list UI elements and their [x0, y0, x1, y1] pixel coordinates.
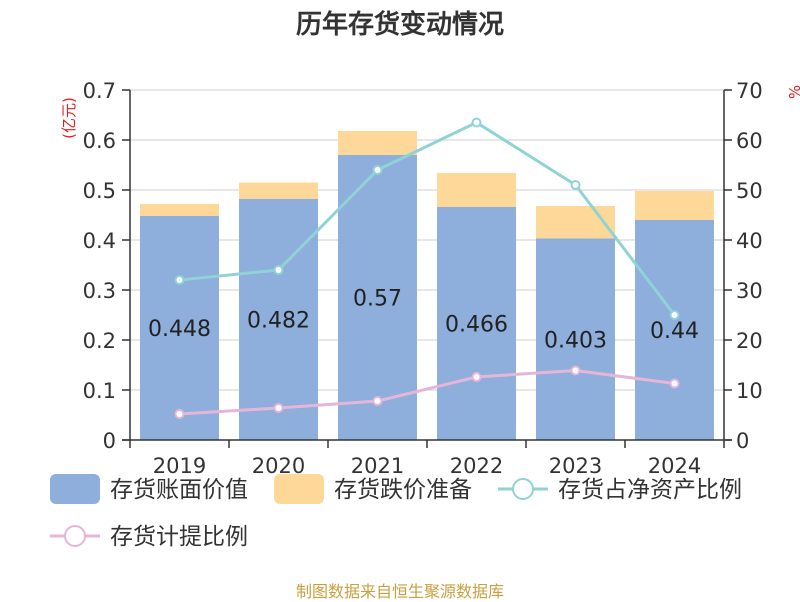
bar	[536, 206, 615, 239]
x-tick-label: 2021	[351, 454, 404, 478]
line-group	[174, 117, 680, 419]
bar	[140, 204, 219, 216]
bar	[140, 216, 219, 440]
bar	[635, 220, 714, 440]
y-left-tick-label: 0.1	[83, 379, 116, 403]
bar	[239, 199, 318, 440]
y-right-tick-label: 20	[736, 329, 763, 353]
legend-swatch	[274, 474, 324, 504]
x-tick-label: 2019	[153, 454, 206, 478]
bar-value-label: 0.466	[445, 313, 508, 338]
source-note: 制图数据来自恒生聚源数据库	[295, 582, 504, 601]
line-point	[471, 117, 482, 128]
bar-value-label: 0.482	[247, 309, 310, 334]
bar-value-label: 0.403	[544, 328, 607, 353]
y-right-tick-label: 30	[736, 279, 763, 303]
series-line	[179, 368, 675, 416]
chart-title: 历年存货变动情况	[295, 10, 504, 40]
bar	[338, 155, 417, 440]
line-point	[669, 378, 680, 389]
line-point	[273, 265, 284, 275]
x-tick-label: 2022	[450, 454, 503, 478]
legend-swatch	[50, 474, 100, 504]
legend-marker	[64, 525, 86, 547]
bar	[437, 207, 516, 440]
bar	[338, 131, 417, 155]
y-left-unit-label: (亿元)	[60, 97, 78, 139]
axes: 0 0.1 0.2 0.3 0.4 0.5 0.6 0.7 0 10 20 30 40 50 60 70 (亿元…	[60, 79, 800, 478]
bar-value-labels: 0.448 0.482 0.57 0.466 0.403 0.44	[148, 287, 699, 354]
bar	[437, 173, 516, 207]
legend-marker	[512, 478, 534, 500]
line-point	[174, 409, 185, 419]
y-left-tick-label: 0.6	[83, 129, 116, 153]
line-point	[174, 275, 185, 285]
y-left-tick-label: 0.5	[83, 179, 116, 203]
y-left-tick-label: 0.3	[83, 279, 116, 303]
bar-value-label: 0.448	[148, 317, 211, 342]
bar	[239, 182, 318, 199]
legend-label: 存货跌价准备	[334, 477, 472, 503]
line-point	[669, 310, 680, 320]
y-right-tick-label: 50	[736, 179, 763, 203]
x-tick-label: 2023	[549, 454, 602, 478]
y-left-tick-label: 0.7	[83, 79, 116, 103]
x-tick-label: 2024	[648, 454, 701, 478]
y-left-tick-label: 0.2	[83, 329, 116, 353]
grid-lines	[130, 89, 724, 391]
legend-label: 存货计提比例	[110, 524, 248, 550]
series-line	[179, 120, 676, 316]
y-right-tick-label: 60	[736, 129, 763, 153]
y-right-tick-label: 70	[736, 79, 763, 103]
bar-value-label: 0.57	[353, 287, 402, 312]
line-point	[570, 365, 581, 376]
legend-label: 存货占净资产比例	[558, 477, 742, 503]
y-right-tick-label: 10	[736, 379, 763, 403]
line-point	[273, 403, 284, 413]
line-point	[471, 372, 482, 382]
bar	[635, 191, 714, 220]
y-right-tick-label: 40	[736, 229, 763, 253]
line-point	[570, 180, 581, 190]
line-point	[372, 165, 383, 175]
y-right-tick-label: 0	[736, 429, 749, 453]
bar	[536, 238, 615, 440]
y-left-tick-label: 0	[103, 429, 116, 453]
bar-value-label: 0.44	[650, 319, 699, 344]
bar-group	[140, 131, 714, 440]
y-right-unit-label: %	[786, 85, 800, 99]
line-point	[372, 396, 383, 406]
y-left-tick-label: 0.4	[83, 229, 116, 253]
legend-label: 存货账面价值	[110, 477, 248, 503]
